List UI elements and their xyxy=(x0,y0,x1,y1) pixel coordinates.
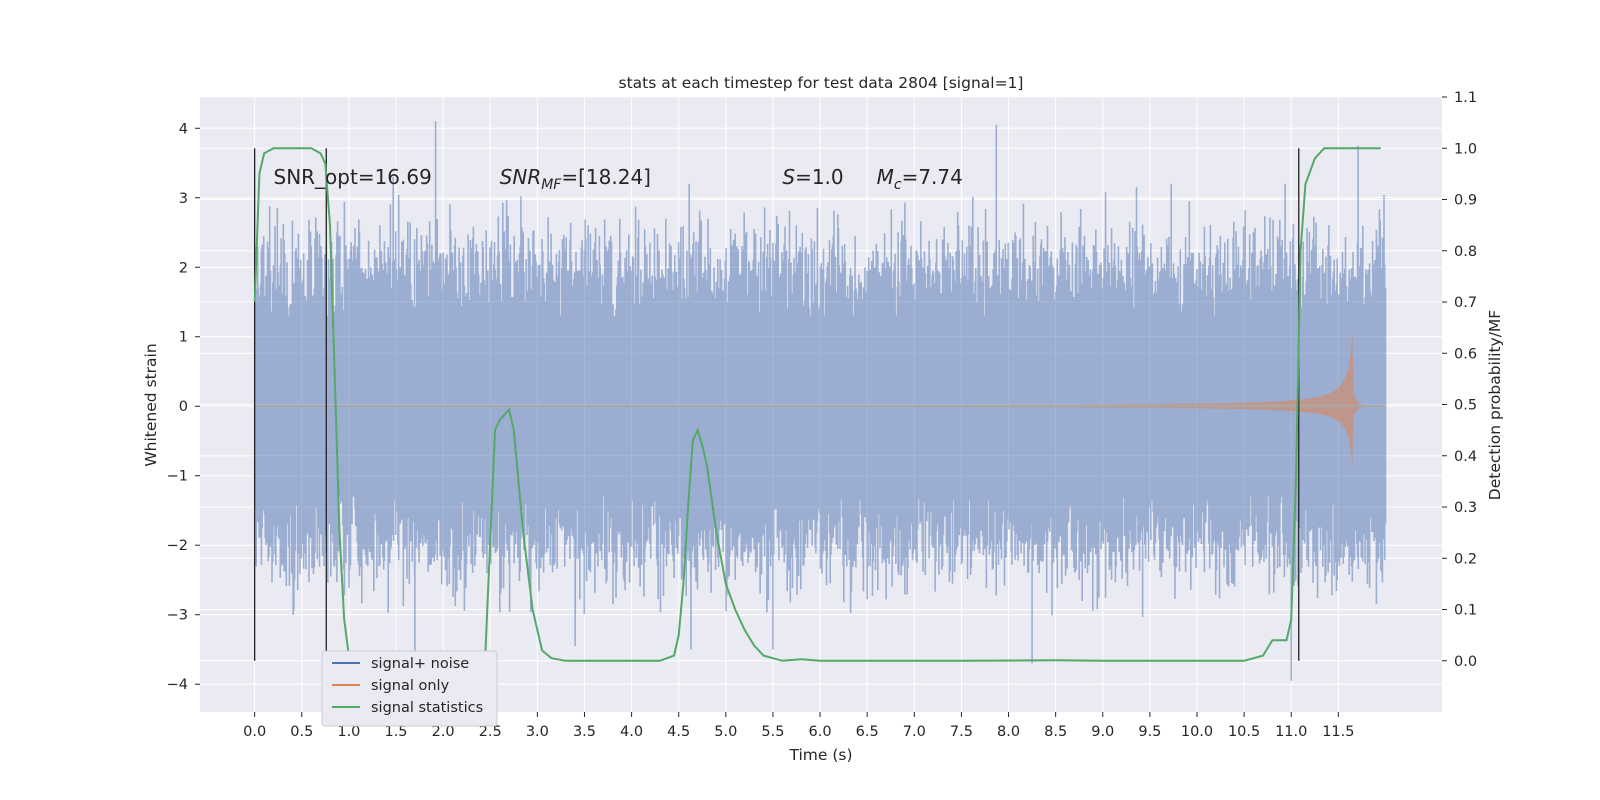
signal-statistics-line xyxy=(253,147,1381,662)
right-y-axis-ticks: 0.0 0.1 0.2 0.3 0.4 0.5 0.6 0.7 0.8 0.9 1.0 1.1 xyxy=(1442,90,1477,670)
y2-tick-label: 0.7 xyxy=(1454,295,1477,311)
y2-tick-label: 0.0 xyxy=(1454,654,1477,670)
x-tick-label: 9.0 xyxy=(1091,724,1114,740)
x-tick-label: 6.0 xyxy=(809,724,832,740)
annotations: SNR_opt=16.69 SNRMF=[18.24] S=1.0 Mc=7.74 xyxy=(274,165,963,193)
x-tick-label: 8.0 xyxy=(997,724,1020,740)
y2-tick-label: 1.0 xyxy=(1454,141,1477,157)
annotation-text: SNRMF=[18.24] xyxy=(500,165,651,193)
y2-tick-label: 1.1 xyxy=(1454,90,1477,106)
x-tick-label: 6.5 xyxy=(856,724,879,740)
legend-label-signal-only: signal only xyxy=(371,678,450,694)
annotation-text: SNR_opt=16.69 xyxy=(274,165,432,189)
y-axis-ticks: −4 −3 −2 −1 0 1 2 3 4 xyxy=(167,121,200,693)
y2-tick-label: 0.2 xyxy=(1454,551,1477,567)
y-tick-label: −4 xyxy=(167,677,188,693)
y-tick-label: −1 xyxy=(167,469,188,485)
x-tick-label: 5.0 xyxy=(714,724,737,740)
y-tick-label: −2 xyxy=(167,538,188,554)
x-tick-label: 7.5 xyxy=(950,724,973,740)
x-tick-label: 11.0 xyxy=(1275,724,1307,740)
y-tick-label: 0 xyxy=(179,399,188,415)
legend-box xyxy=(321,650,498,727)
x-tick-label: 1.0 xyxy=(337,724,360,740)
x-tick-label: 3.0 xyxy=(526,724,549,740)
y2-tick-label: 0.8 xyxy=(1454,244,1477,260)
y2-tick-label: 0.1 xyxy=(1454,603,1477,619)
annotation-text: Mc=7.74 xyxy=(877,165,963,193)
x-tick-label: 11.5 xyxy=(1322,724,1354,740)
x-tick-label: 10.5 xyxy=(1228,724,1260,740)
x-tick-label: 8.5 xyxy=(1044,724,1067,740)
vertical-marker-lines xyxy=(254,148,1300,661)
y2-tick-label: 0.9 xyxy=(1454,193,1477,209)
y-tick-label: 4 xyxy=(179,121,188,137)
chart-title: stats at each timestep for test data 280… xyxy=(619,74,1024,92)
y-axis-label: Whitened strain xyxy=(142,343,160,466)
x-tick-label: 10.0 xyxy=(1181,724,1213,740)
x-tick-label: 0.5 xyxy=(290,724,313,740)
y-tick-label: −3 xyxy=(167,608,188,624)
right-y-axis-label: Detection probability/MF xyxy=(1486,310,1504,501)
y2-tick-label: 0.6 xyxy=(1454,346,1477,362)
legend-label-signal-noise: signal+ noise xyxy=(371,656,469,672)
annotation-text: S=1.0 xyxy=(782,165,843,189)
x-axis-label: Time (s) xyxy=(788,746,852,764)
x-axis-ticks: 0.0 0.5 1.0 1.5 2.0 2.5 3.0 3.5 4.0 4.5 5.0 5.5 6.0 6… xyxy=(243,712,1354,740)
y-tick-label: 2 xyxy=(179,260,188,276)
x-tick-label: 5.5 xyxy=(761,724,784,740)
y2-tick-label: 0.3 xyxy=(1454,500,1477,516)
y2-tick-label: 0.5 xyxy=(1454,398,1477,414)
x-tick-label: 9.5 xyxy=(1138,724,1161,740)
x-tick-label: 0.0 xyxy=(243,724,266,740)
signal-statistics-series xyxy=(253,147,1381,662)
x-tick-label: 7.0 xyxy=(903,724,926,740)
x-tick-label: 2.5 xyxy=(479,724,502,740)
x-tick-label: 4.0 xyxy=(620,724,643,740)
x-tick-label: 2.0 xyxy=(432,724,455,740)
y-tick-label: 3 xyxy=(179,191,188,207)
y2-tick-label: 0.4 xyxy=(1454,449,1477,465)
x-tick-label: 4.5 xyxy=(667,724,690,740)
x-tick-label: 3.5 xyxy=(573,724,596,740)
legend-label-signal-statistics: signal statistics xyxy=(371,700,483,716)
legend: signal+ noise signal only signal statist… xyxy=(321,650,498,727)
x-tick-label: 1.5 xyxy=(384,724,407,740)
y-tick-label: 1 xyxy=(179,330,188,346)
